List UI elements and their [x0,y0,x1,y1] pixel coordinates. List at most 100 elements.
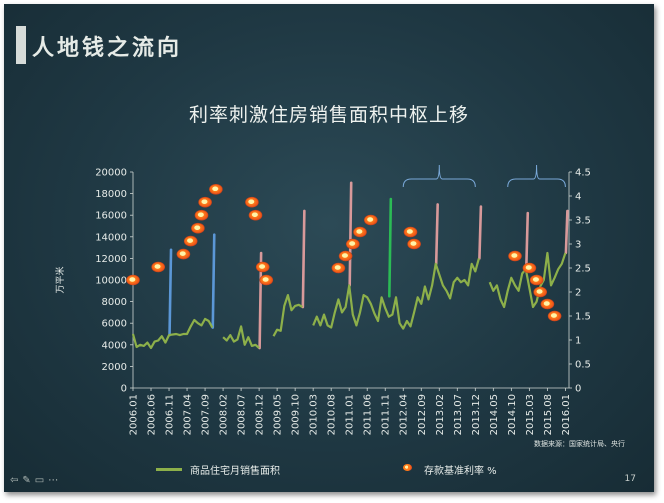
x-tick-label: 2011.06 [363,394,374,435]
y-right-tick-label: 3 [575,240,581,251]
interest-rate-dot [403,226,418,238]
interest-rate-dot [508,250,522,262]
interest-rate-dot [255,261,270,273]
x-tick-label: 2011.11 [381,394,392,435]
x-tick-label: 2012.09 [417,394,428,435]
title-accent-bar [16,26,26,64]
x-tick-label: 2006.01 [129,394,140,435]
x-tick-label: 2012.04 [399,394,410,435]
title-band: 人地钱之流向 [4,26,654,64]
chart-title: 利率刺激住房销售面积中枢上移 [188,104,469,126]
y-right-tick-label: 1.5 [575,312,591,323]
y-left-tick-label: 6000 [102,319,127,330]
period-bracket [507,164,566,188]
y-left-tick-label: 8000 [102,297,127,308]
slide: 人地钱之流向 利率刺激住房销售面积中枢上移 0 2000 4000 6000 8000 1… [4,4,654,492]
x-tick-label: 2016.01 [561,394,572,435]
slide-nav-controls[interactable]: ⇦✎▭⋯ [10,475,62,486]
x-tick-label: 2015.03 [525,394,536,435]
interest-rate-dot [345,238,360,250]
y-left-tick-label: 10000 [95,276,127,287]
x-tick-label: 2013.02 [435,394,446,435]
y-right-tick-label: 3.5 [575,216,591,227]
x-tick-label: 2013.12 [471,394,482,435]
x-tick-label: 2009.05 [273,394,284,435]
interest-rate-dot [259,274,274,286]
chart: 0 2000 4000 6000 8000 10000 12000 14000 16000 180… [54,164,591,435]
legend-dot-swatch [403,464,412,471]
data-source-note: 数据来源：国家统计局、央行 [534,440,625,448]
y-right-tick-label: 2 [575,288,581,299]
y-left-tick-label: 14000 [95,232,127,243]
interest-rate-dot [547,310,562,322]
interest-rate-dot [126,274,140,286]
interest-rate-dot [338,250,353,262]
y-left-tick-label: 2000 [102,362,127,373]
x-tick-label: 2008.07 [237,394,248,435]
y-right-tick-label: 4.5 [575,168,591,179]
year-start-spike [478,205,483,260]
slide-number: 17 [624,474,636,484]
year-start-spike [211,233,216,329]
period-bracket [402,164,476,188]
section-title: 人地钱之流向 [32,36,183,61]
more-icon[interactable]: ⋯ [48,475,63,486]
interest-rate-dot [407,238,421,250]
x-tick-label: 2014.05 [489,394,500,435]
interest-rate-dot [363,214,378,226]
x-tick-label: 2007.04 [183,394,194,435]
y-right-tick-label: 0 [575,384,581,395]
x-tick-label: 2008.02 [219,394,230,435]
interest-rate-dot [353,226,367,238]
x-tick-label: 2013.07 [453,394,464,435]
legend-line-label: 商品住宅月销售面积 [190,466,280,477]
sales-area-line [312,258,480,330]
sales-area-line [272,294,303,337]
interest-rate-dot [248,209,263,221]
legend-dot-label: 存款基准利率 % [424,466,497,477]
interest-rate-dot [183,235,198,247]
y-left-tick-label: 16000 [95,211,127,222]
y-right-tick-label: 0.5 [575,360,591,371]
pen-icon[interactable]: ✎ [22,475,35,486]
legend-line-swatch [156,468,182,471]
back-arrow-icon[interactable]: ⇦ [10,475,23,486]
y-left-tick-label: 12000 [95,254,127,265]
x-tick-label: 2008.12 [255,394,266,435]
x-tick-label: 2014.10 [507,394,518,435]
interest-rate-dot [191,222,205,234]
x-tick-label: 2009.10 [291,394,302,435]
x-tick-label: 2010.03 [309,394,320,435]
x-tick-label: 2015.08 [543,394,554,435]
interest-rate-dot [176,248,191,260]
interest-rate-dot [245,196,259,208]
x-tick-label: 2011.01 [345,394,356,435]
year-start-spike [434,203,439,266]
interest-rate-dot [529,274,544,286]
interest-rate-dot [331,262,346,274]
interest-rate-dot [194,209,209,221]
interest-rate-dot [522,262,537,274]
y-left-tick-label: 4000 [102,340,127,351]
interest-rate-dot [198,196,212,208]
year-start-spike [524,211,530,271]
interest-rate-dot [151,261,165,273]
interest-rate-dot [209,184,223,195]
y-right-tick-label: 2.5 [575,264,591,275]
year-start-spike [348,181,353,287]
sales-area-line [131,317,214,350]
y-left-tick-label: 18000 [95,189,127,200]
x-tick-label: 2010.08 [327,394,338,435]
y-right-tick-label: 1 [575,336,581,347]
legend: 商品住宅月销售面积 存款基准利率 % [4,462,654,482]
y-right-tick-label: 4 [575,192,581,203]
y-axis-label: 万平米 [54,266,66,293]
year-start-spike [564,209,569,255]
interest-rate-dot [533,286,548,298]
y-left-tick-label: 20000 [95,168,127,179]
slides-menu-icon[interactable]: ▭ [34,475,49,486]
year-start-spike [301,209,306,309]
x-tick-label: 2006.11 [165,394,176,435]
x-tick-label: 2006.06 [147,394,158,435]
sales-area-line [222,325,260,349]
